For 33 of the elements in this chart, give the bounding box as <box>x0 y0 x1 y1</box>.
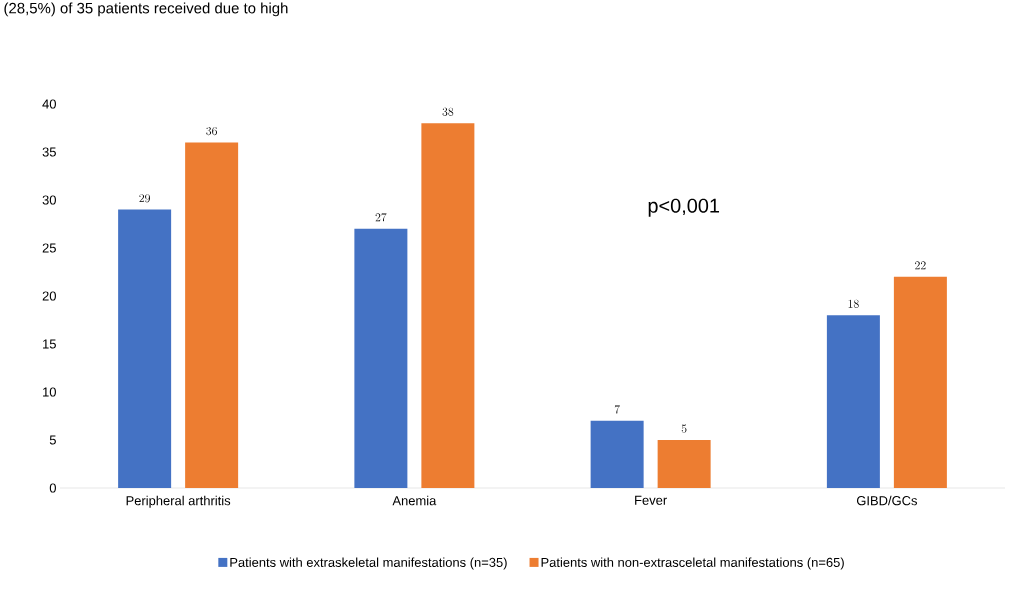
x-tick-label: Peripheral arthritis <box>126 495 231 508</box>
bar <box>657 440 711 488</box>
data-label: 7 <box>614 405 620 414</box>
y-tick-label: 5 <box>49 435 56 445</box>
bar <box>421 123 475 488</box>
y-tick-label: 40 <box>42 99 56 109</box>
data-label: 27 <box>375 213 387 222</box>
y-tick-label: 35 <box>42 147 56 157</box>
y-tick-label: 25 <box>42 243 56 253</box>
x-tick-label: GIBD/GCs <box>856 495 918 506</box>
y-tick-label: 30 <box>42 195 56 205</box>
data-label: 22 <box>915 261 926 270</box>
text: (28,5%) of 35 patients received due to high <box>4 2 288 17</box>
bar <box>354 228 408 488</box>
x-tick-label: Anemia <box>392 495 437 506</box>
x-tick-label: Fever <box>635 495 667 505</box>
y-tick-label: 0 <box>49 483 56 493</box>
data-label: 38 <box>442 107 454 116</box>
bar <box>185 142 239 488</box>
data-label: 5 <box>681 424 687 433</box>
annotation: p<0,001 <box>648 198 720 217</box>
y-tick-label: 20 <box>42 291 56 301</box>
bar <box>893 276 947 488</box>
data-label: 36 <box>206 126 217 136</box>
y-tick-label: 10 <box>43 387 56 397</box>
legend-label: Patients with non-extrasceletal manifestations (n=65) <box>541 557 844 570</box>
y-tick-label: 15 <box>43 339 56 349</box>
data-label: 29 <box>139 194 150 203</box>
bar <box>826 315 880 488</box>
bar <box>118 209 172 488</box>
legend-label: Patients with extraskeletal manifestations (n=35) <box>230 557 507 570</box>
bar <box>590 420 644 488</box>
data-label: 18 <box>848 299 859 308</box>
